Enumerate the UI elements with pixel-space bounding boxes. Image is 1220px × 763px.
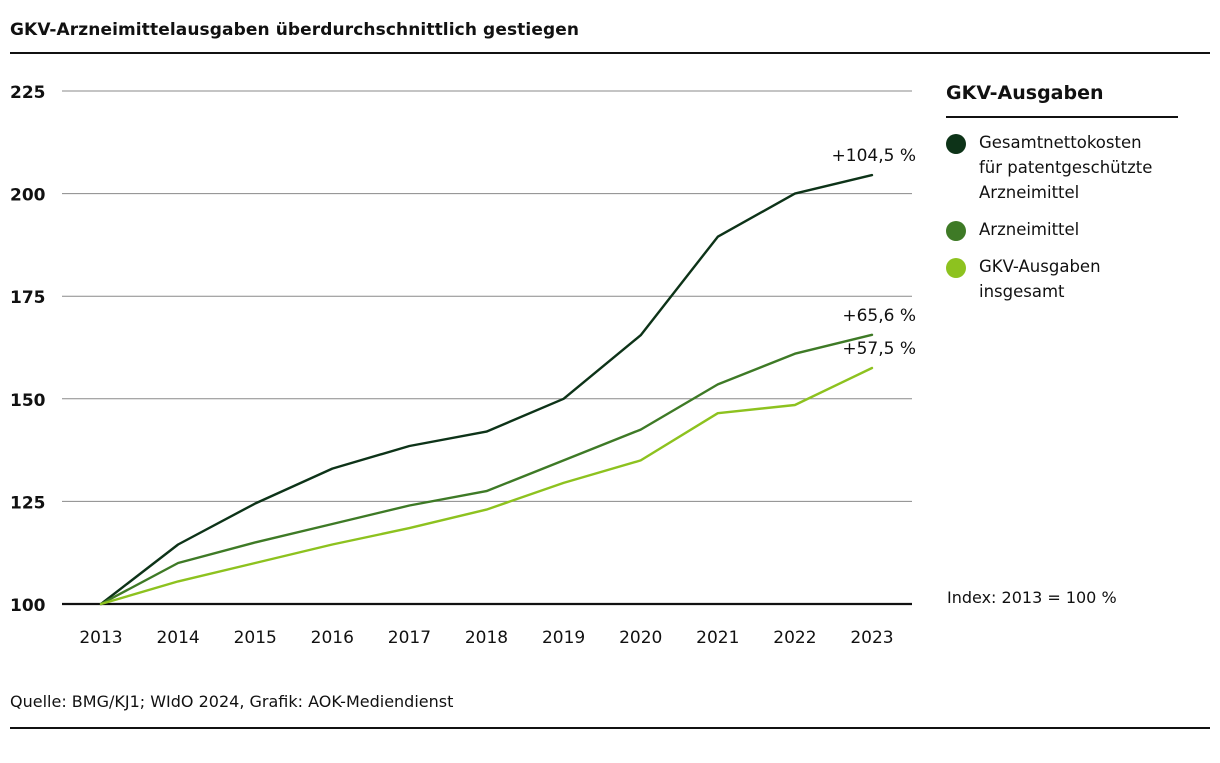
legend-label-patent: Gesamtnettokosten für patentgeschützte A… (979, 133, 1153, 202)
series-line-0 (99, 173, 874, 606)
y-tick-label-225: 225 (10, 83, 46, 103)
x-tick-label-2016: 2016 (311, 628, 354, 648)
legend-title: GKV-Ausgaben (946, 82, 1178, 118)
series-line-1 (99, 333, 874, 606)
end-label-0: +104,5 % (832, 146, 916, 166)
legend-label-arzneimittel: Arzneimittel (979, 220, 1080, 239)
legend-label-gkv-gesamt: GKV-Ausgaben insgesamt (979, 257, 1101, 301)
line-chart: 100 125 150 175 200 225 2013 2014 2015 2016 2017 20… (10, 83, 916, 648)
x-tick-label-2021: 2021 (696, 628, 739, 648)
x-tick-label-2017: 2017 (388, 628, 431, 648)
end-label-2: +57,5 % (842, 339, 916, 359)
x-tick-label-2018: 2018 (465, 628, 508, 648)
end-label-1: +65,6 % (842, 306, 916, 326)
index-note: Index: 2013 = 100 % (947, 588, 1117, 607)
x-tick-label-2013: 2013 (79, 628, 122, 648)
chart-title: GKV-Arzneimittelausgaben überdurchschnit… (10, 20, 580, 40)
legend-dot-gkv-gesamt (946, 258, 966, 278)
source-note: Quelle: BMG/KJ1; WIdO 2024, Grafik: AOK-… (10, 692, 454, 711)
legend-dot-arzneimittel (946, 221, 966, 241)
x-tick-label-2023: 2023 (850, 628, 893, 648)
legend-item-arzneimittel: Arzneimittel (946, 219, 1178, 242)
legend-dot-patent (946, 134, 966, 154)
x-tick-label-2020: 2020 (619, 628, 662, 648)
x-tick-label-2015: 2015 (234, 628, 277, 648)
legend-item-gkv-gesamt: GKV-Ausgaben insgesamt (946, 256, 1178, 304)
series-line-2 (99, 366, 874, 606)
y-tick-label-125: 125 (10, 493, 46, 513)
x-tick-label-2022: 2022 (773, 628, 816, 648)
legend-item-patent: Gesamtnettokosten für patentgeschützte A… (946, 132, 1178, 205)
bottom-rule (10, 727, 1210, 729)
x-tick-label-2019: 2019 (542, 628, 585, 648)
top-rule (10, 52, 1210, 54)
y-tick-label-175: 175 (10, 288, 46, 308)
legend: GKV-Ausgaben Gesamtnettokosten für paten… (946, 82, 1178, 304)
y-tick-label-100: 100 (10, 596, 46, 616)
y-tick-label-150: 150 (10, 391, 46, 411)
y-tick-label-200: 200 (10, 186, 46, 206)
x-tick-label-2014: 2014 (156, 628, 199, 648)
